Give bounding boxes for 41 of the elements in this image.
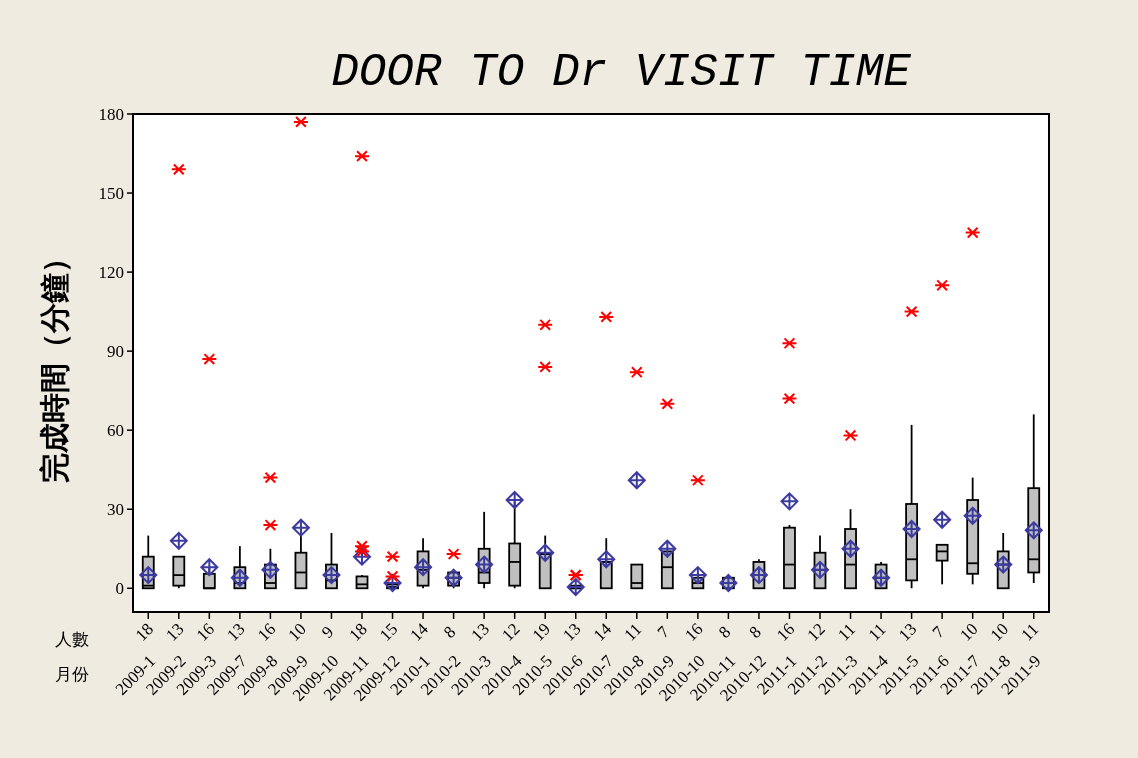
text: 14 xyxy=(406,619,433,645)
y-tick-label: 180 xyxy=(98,105,124,124)
text: 13 xyxy=(559,619,585,645)
text: 12 xyxy=(498,619,524,645)
text: 人數 xyxy=(55,630,89,649)
text: 19 xyxy=(528,619,555,645)
y-tick-label: 150 xyxy=(98,184,124,204)
text: 月份 xyxy=(55,665,89,684)
text: 8 xyxy=(714,622,735,642)
text: 16 xyxy=(192,619,219,645)
text: 7 xyxy=(653,622,674,642)
text: 13 xyxy=(467,619,493,645)
text: 8 xyxy=(439,622,460,642)
y-tick-label: 90 xyxy=(107,342,124,362)
y-tick-label: 60 xyxy=(107,421,124,441)
chart-title: DOOR TO Dr VISIT TIME xyxy=(331,47,912,99)
text: 9 xyxy=(317,622,338,642)
text: 16 xyxy=(681,619,707,645)
text: 11 xyxy=(864,619,890,645)
text: 13 xyxy=(162,619,188,645)
text: 13 xyxy=(223,619,249,645)
text: 15 xyxy=(375,619,402,645)
text: 10 xyxy=(986,619,1013,645)
text: 11 xyxy=(1017,619,1043,645)
text: 16 xyxy=(772,619,799,645)
text: 14 xyxy=(589,619,616,645)
y-tick-label: 120 xyxy=(98,263,124,283)
text: 8 xyxy=(745,622,765,642)
y-tick-label: 0 xyxy=(115,579,124,599)
text: 11 xyxy=(834,619,860,645)
y-tick-label: 30 xyxy=(107,500,124,520)
text: 13 xyxy=(894,619,921,645)
text: 11 xyxy=(620,619,646,645)
text: 10 xyxy=(956,619,982,645)
text: 7 xyxy=(928,622,949,642)
text: 16 xyxy=(253,619,280,645)
text: 12 xyxy=(803,619,829,645)
text: 18 xyxy=(345,619,371,645)
y-axis-title: 完成時間（分鐘） xyxy=(38,243,71,483)
text: 10 xyxy=(284,619,310,645)
text: 18 xyxy=(131,619,158,645)
